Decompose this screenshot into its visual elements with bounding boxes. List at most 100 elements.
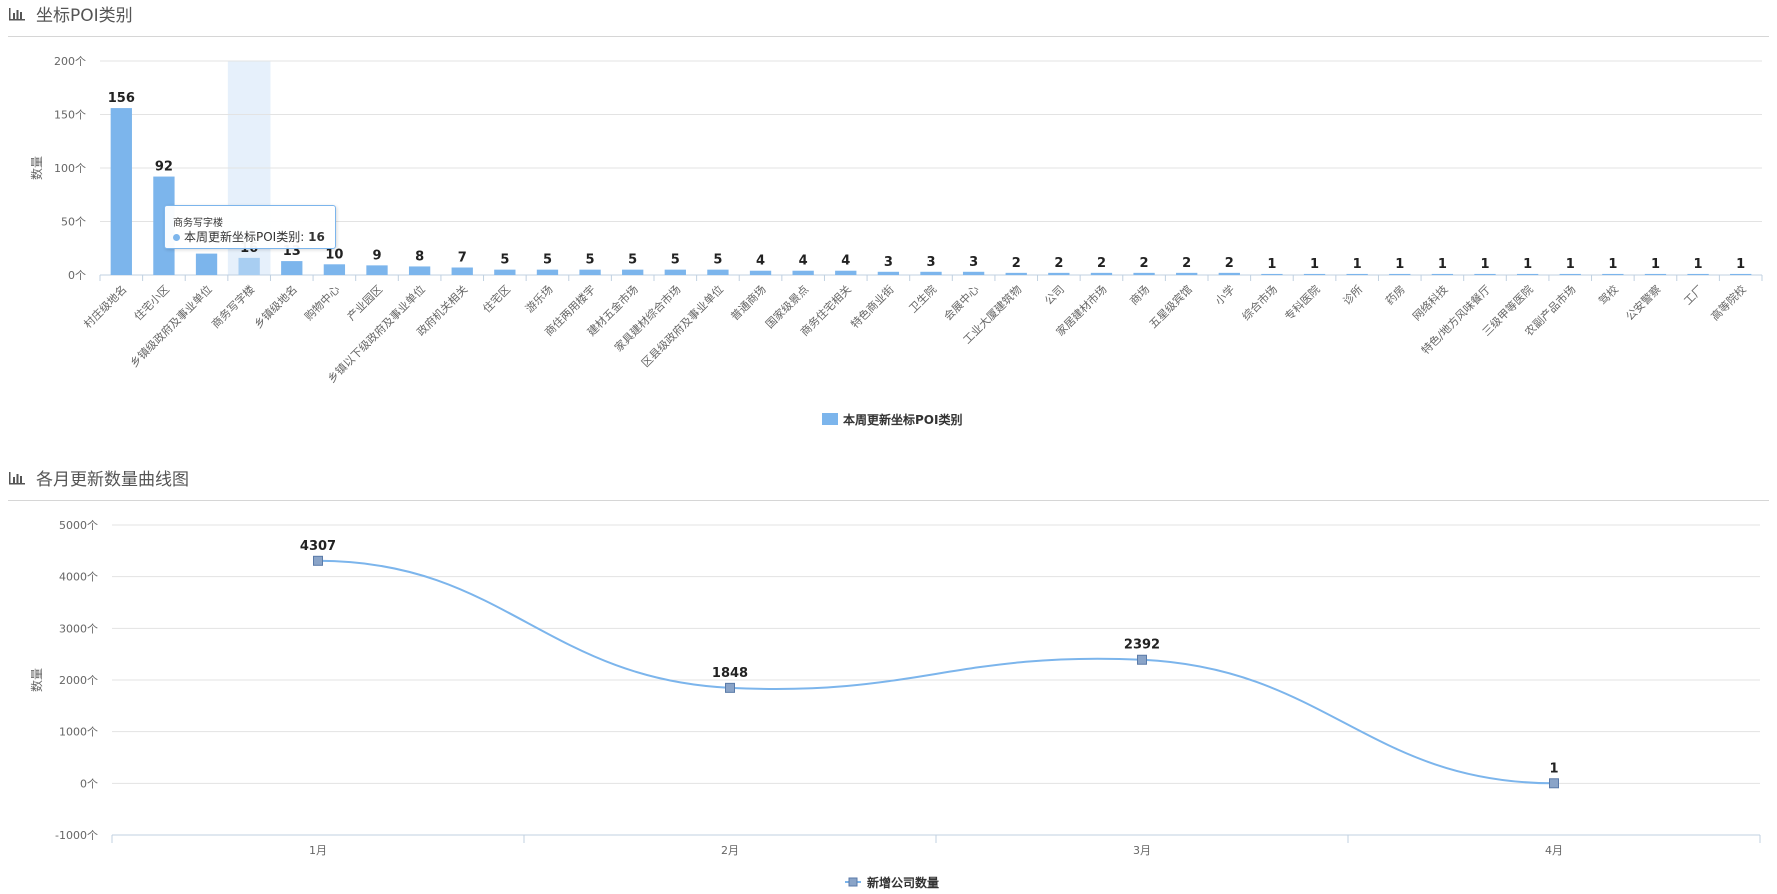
point-data-label: 1	[1549, 761, 1558, 776]
data-point	[313, 555, 323, 566]
bar	[1474, 273, 1496, 275]
bar-data-label: 92	[155, 160, 173, 175]
y-tick-label: 3000个	[59, 622, 98, 635]
bar-data-label: 5	[586, 253, 595, 268]
bar	[1303, 273, 1326, 275]
bar-data-label: 5	[543, 253, 552, 268]
bar-data-label: 1	[1267, 257, 1276, 272]
panel-header-monthly: 各月更新数量曲线图	[0, 464, 1777, 501]
bar-data-label: 156	[108, 91, 135, 106]
panel-header-poi: 坐标POI类别	[0, 0, 1777, 37]
bar	[494, 269, 516, 275]
bar	[1559, 273, 1581, 275]
bar	[1602, 273, 1624, 275]
bar	[195, 253, 218, 275]
bar-data-label: 4	[841, 254, 850, 269]
bar-data-label: 1	[1651, 257, 1660, 272]
y-axis-label: 数量	[29, 156, 44, 180]
bar-data-label: 1	[1480, 257, 1489, 272]
bar	[1687, 273, 1709, 275]
bar	[1644, 273, 1667, 275]
bar-data-label: 5	[671, 253, 680, 268]
bar	[366, 265, 388, 275]
bar	[1176, 272, 1198, 275]
bar-data-label: 7	[458, 251, 467, 266]
y-tick-label: 2000个	[59, 674, 98, 687]
chart-tooltip: 商务写字楼 本周更新坐标POI类别: 16	[164, 205, 336, 249]
y-tick-label: 0个	[80, 777, 98, 790]
bar-data-label: 10	[325, 247, 343, 262]
legend-swatch	[822, 413, 838, 425]
bar-data-label: 1	[1438, 257, 1447, 272]
y-tick-label: 4000个	[59, 571, 98, 584]
bar-chart-icon	[8, 6, 26, 26]
bar-data-label: 2	[1182, 256, 1191, 271]
point-data-label: 1848	[712, 666, 748, 681]
bar	[408, 266, 431, 275]
poi-bar-chart: 0个50个100个150个200个数量156村庄级地名92住宅小区乡镇级政府及事…	[29, 55, 1763, 427]
data-point	[1549, 778, 1559, 789]
y-tick-label: 5000个	[59, 519, 98, 532]
y-tick-label: 50个	[61, 216, 86, 229]
bar	[877, 271, 900, 275]
tooltip-series-dot-icon	[173, 234, 180, 241]
bar	[1090, 272, 1113, 275]
bar	[664, 269, 686, 275]
bar-data-label: 2	[1012, 256, 1021, 271]
bar	[1218, 272, 1240, 275]
bar-data-label: 1	[1566, 257, 1575, 272]
bar	[622, 269, 644, 275]
bar	[707, 269, 729, 275]
legend-marker	[848, 877, 858, 887]
bar	[110, 108, 132, 275]
legend-label: 本周更新坐标POI类别	[843, 412, 962, 427]
tooltip-row: 本周更新坐标POI类别: 16	[173, 228, 325, 245]
bar	[962, 271, 985, 275]
bar-data-label: 1	[1395, 257, 1404, 272]
bar-data-label: 3	[969, 255, 978, 270]
bar	[238, 257, 260, 275]
bar	[1005, 272, 1027, 275]
bar-data-label: 1	[1353, 257, 1362, 272]
bar	[323, 264, 346, 275]
bar	[792, 270, 814, 275]
bar	[749, 270, 772, 275]
bar-data-label: 3	[926, 255, 935, 270]
tooltip-value: 16	[308, 230, 325, 244]
x-tick-label: 2月	[721, 844, 739, 857]
panel-title: 各月更新数量曲线图	[36, 470, 189, 490]
bar	[1133, 272, 1155, 275]
point-data-label: 4307	[300, 539, 336, 554]
panel-title: 坐标POI类别	[36, 6, 133, 26]
x-tick-label: 1月	[309, 844, 327, 857]
bar-data-label: 3	[884, 255, 893, 270]
bar	[281, 261, 303, 275]
y-tick-label: 100个	[54, 162, 86, 175]
bar-data-label: 5	[713, 253, 722, 268]
bar	[1389, 273, 1411, 275]
bar	[579, 269, 601, 275]
tooltip-series: 本周更新坐标POI类别	[184, 230, 301, 244]
bar	[835, 270, 857, 275]
bar-data-label: 1	[1310, 257, 1319, 272]
bar-data-label: 4	[756, 254, 765, 269]
bar-data-label: 2	[1225, 256, 1234, 271]
tooltip-category: 商务写字楼	[173, 218, 223, 229]
bar-data-label: 1	[1523, 257, 1532, 272]
divider	[8, 500, 1769, 501]
y-tick-label: -1000个	[55, 829, 98, 842]
y-tick-label: 200个	[54, 55, 86, 68]
bar	[1346, 273, 1368, 275]
bar-data-label: 1	[1736, 257, 1745, 272]
bar	[1261, 273, 1283, 275]
x-tick-label: 4月	[1545, 844, 1563, 857]
bar-data-label: 2	[1054, 256, 1063, 271]
divider	[8, 36, 1769, 37]
bar	[536, 269, 559, 275]
bar	[153, 176, 175, 275]
bar-data-label: 5	[628, 253, 637, 268]
series-line	[317, 559, 1555, 785]
y-tick-label: 0个	[68, 269, 86, 282]
bar-data-label: 2	[1140, 256, 1149, 271]
